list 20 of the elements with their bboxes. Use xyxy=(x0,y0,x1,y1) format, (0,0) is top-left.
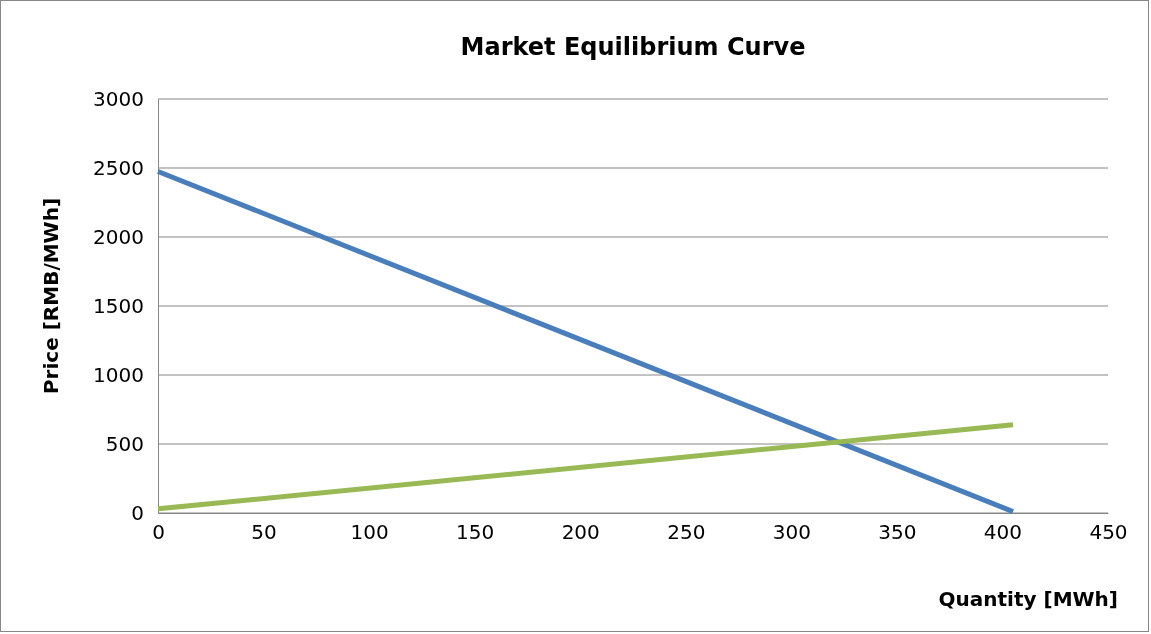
x-tick-label: 0 xyxy=(152,520,165,545)
x-tick-label: 300 xyxy=(772,520,811,545)
x-tick-label: 100 xyxy=(350,520,389,545)
y-tick-label: 500 xyxy=(105,431,144,456)
y-tick-label: 3000 xyxy=(93,86,144,111)
x-tick-label: 350 xyxy=(878,520,917,545)
y-tick-label: 2500 xyxy=(93,155,144,180)
y-tick-label: 1500 xyxy=(93,293,144,318)
x-axis-title: Quantity [MWh] xyxy=(938,587,1118,611)
y-tick-label: 2000 xyxy=(93,224,144,249)
x-tick-label: 250 xyxy=(667,520,706,545)
y-tick-label: 0 xyxy=(131,500,144,525)
y-tick-label: 1000 xyxy=(93,362,144,387)
x-tick-label: 400 xyxy=(983,520,1023,545)
x-tick-label: 450 xyxy=(1089,520,1128,545)
y-axis-title: Price [RMB/MWh] xyxy=(39,197,63,395)
x-tick-label: 150 xyxy=(456,520,495,545)
x-tick-label: 200 xyxy=(561,520,600,545)
x-tick-label: 50 xyxy=(251,520,277,545)
chart-title: Market Equilibrium Curve xyxy=(460,33,806,61)
